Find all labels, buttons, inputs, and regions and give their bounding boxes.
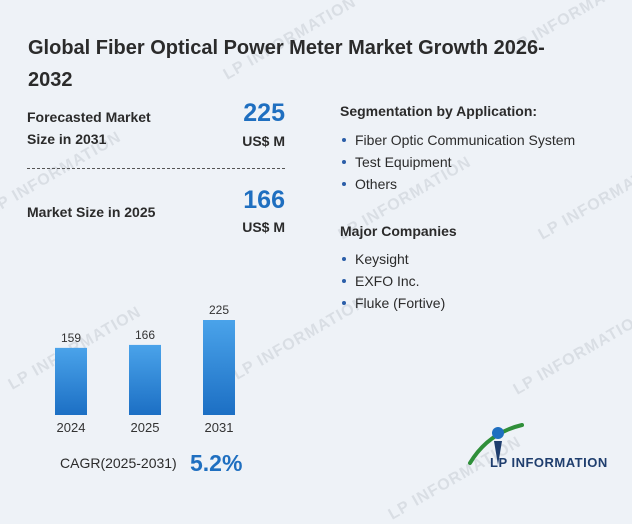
bar-value-label: 225 [209,303,229,317]
companies-list: Keysight EXFO Inc. Fluke (Fortive) [340,248,445,314]
bar-2031 [203,320,235,415]
bar-2025 [129,344,161,415]
bullet-icon [342,182,346,187]
list-item: Others [340,173,575,195]
divider [27,168,285,169]
bar-value-label: 166 [135,328,155,342]
x-tick-label: 2025 [131,420,160,435]
cagr-value: 5.2% [190,450,243,476]
list-item: Fluke (Fortive) [340,292,445,314]
logo-text: LP INFORMATION [490,455,608,470]
segmentation-heading: Segmentation by Application: [340,103,538,119]
list-item: Fiber Optic Communication System [340,129,575,151]
bullet-icon [342,160,346,165]
bullet-icon [342,279,346,284]
list-item: EXFO Inc. [340,270,445,292]
list-item: Keysight [340,248,445,270]
current-unit: US$ M [242,219,285,235]
forecast-value: 225 [243,99,285,127]
bar-chart: 159 2024 166 2025 225 2031 [55,303,235,435]
list-item: Test Equipment [340,151,575,173]
forecast-label: Forecasted Market Size in 2031 [27,109,151,147]
bullet-icon [342,138,346,143]
cagr-label: CAGR(2025-2031) [60,455,177,471]
segmentation-list: Fiber Optic Communication System Test Eq… [340,129,575,195]
bar-2024 [55,347,87,415]
x-tick-label: 2024 [57,420,86,435]
watermark: LP INFORMATION [510,308,632,399]
lp-information-logo-icon [468,423,524,465]
forecast-unit: US$ M [242,133,285,149]
current-value: 166 [243,186,285,214]
companies-heading: Major Companies [340,223,457,239]
x-tick-label: 2031 [205,420,234,435]
current-label: Market Size in 2025 [27,204,156,220]
bullet-icon [342,257,346,262]
bullet-icon [342,301,346,306]
page-title: Global Fiber Optical Power Meter Market … [28,37,545,91]
bar-value-label: 159 [61,331,81,345]
